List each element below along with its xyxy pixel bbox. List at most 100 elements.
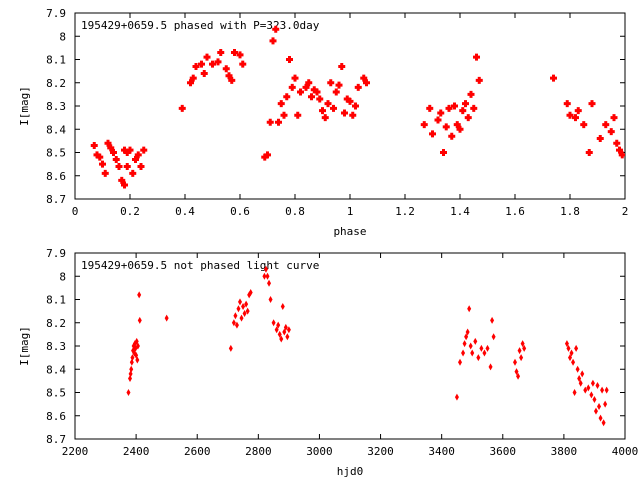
data-point — [349, 111, 357, 119]
data-point — [442, 123, 450, 131]
data-point — [107, 144, 115, 152]
data-points — [126, 265, 609, 427]
data-point — [129, 358, 134, 366]
data-point — [420, 121, 428, 129]
data-point — [482, 349, 487, 357]
data-point — [313, 88, 321, 96]
data-point — [192, 62, 200, 70]
data-point — [115, 162, 123, 170]
data-point — [129, 365, 134, 373]
data-point — [126, 146, 134, 154]
data-point — [616, 146, 623, 154]
data-point — [568, 354, 572, 362]
y-tick-label: 7.9 — [46, 247, 66, 260]
data-point — [440, 149, 447, 156]
x-tick-label: 4000 — [612, 445, 639, 458]
data-point — [203, 53, 211, 61]
data-point — [341, 109, 348, 117]
data-point — [308, 93, 315, 101]
data-point — [517, 347, 522, 355]
data-point — [451, 102, 458, 110]
data-point — [305, 79, 313, 87]
data-point — [286, 56, 293, 63]
data-point — [245, 307, 250, 315]
data-point — [522, 344, 527, 352]
data-point — [461, 349, 466, 357]
data-point — [233, 312, 238, 320]
data-point — [129, 169, 137, 177]
data-point — [468, 342, 473, 350]
x-tick-label: 1.2 — [395, 205, 415, 218]
data-point — [209, 60, 216, 68]
data-point — [572, 114, 579, 122]
data-point — [275, 118, 282, 126]
x-tick-label: 2400 — [123, 445, 150, 458]
data-point — [279, 335, 284, 343]
x-tick-label: 3800 — [551, 445, 578, 458]
data-point — [434, 116, 442, 124]
data-point — [513, 358, 517, 366]
data-point — [96, 153, 104, 161]
data-point — [600, 386, 605, 394]
data-point — [335, 81, 343, 89]
data-point — [228, 344, 233, 352]
data-point — [475, 76, 483, 84]
data-point — [343, 95, 351, 103]
y-tick-label: 8.1 — [46, 294, 66, 307]
data-point — [231, 49, 238, 57]
y-tick-label: 8.5 — [46, 147, 66, 160]
data-point — [319, 107, 326, 115]
data-point — [462, 100, 469, 108]
x-tick-label: 1.6 — [505, 205, 525, 218]
data-point — [592, 395, 597, 403]
data-point — [476, 354, 481, 362]
data-point — [597, 402, 602, 410]
y-tick-label: 8.7 — [46, 433, 66, 446]
data-point — [575, 365, 580, 373]
data-point — [286, 326, 291, 334]
data-point — [236, 51, 244, 59]
data-point — [602, 121, 610, 129]
x-tick-label: 0.6 — [230, 205, 250, 218]
data-point — [363, 79, 370, 87]
y-tick-label: 8.4 — [46, 363, 66, 376]
x-tick-label: 2 — [622, 205, 629, 218]
data-point — [123, 149, 131, 156]
data-point — [563, 100, 571, 108]
x-tick-label: 0 — [72, 205, 79, 218]
data-point — [137, 316, 142, 324]
y-tick-label: 8.3 — [46, 100, 66, 113]
data-point — [456, 125, 464, 133]
data-point — [137, 291, 142, 299]
data-point — [473, 53, 480, 61]
data-point — [488, 363, 493, 371]
data-point — [123, 162, 131, 170]
data-points — [90, 25, 625, 189]
data-point — [458, 358, 462, 366]
y-axis-label: I[mag] — [18, 86, 31, 126]
data-point — [234, 321, 239, 329]
x-axis-label: phase — [333, 225, 366, 238]
data-point — [618, 151, 625, 159]
data-point — [574, 344, 579, 352]
data-point — [574, 107, 582, 115]
data-point — [137, 162, 145, 170]
data-point — [470, 349, 475, 357]
x-tick-label: 3200 — [367, 445, 394, 458]
data-point — [601, 419, 606, 427]
data-point — [585, 149, 593, 156]
data-point — [187, 79, 194, 87]
data-point — [198, 60, 205, 68]
data-point — [217, 49, 225, 57]
data-point — [519, 354, 524, 362]
y-tick-label: 8.3 — [46, 340, 66, 353]
data-point — [352, 102, 359, 110]
data-point — [121, 181, 128, 189]
data-point — [324, 100, 332, 108]
data-point — [110, 149, 117, 156]
x-tick-label: 0.4 — [175, 205, 195, 218]
data-point — [610, 114, 618, 122]
